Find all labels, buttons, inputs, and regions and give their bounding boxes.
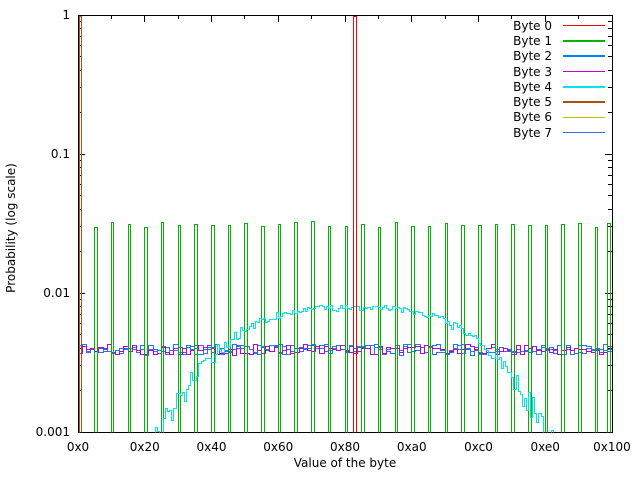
- legend-label: Byte 6: [513, 110, 552, 125]
- legend-line-sample: [563, 131, 605, 134]
- legend-entry: Byte 6: [513, 110, 605, 125]
- legend: Byte 0 Byte 1 Byte 2 Byte 3 Byte 4 Byte …: [513, 18, 605, 140]
- legend-label: Byte 1: [513, 33, 552, 48]
- x-tick-label: 0x20: [130, 440, 160, 454]
- x-tick-label: 0x0: [67, 440, 89, 454]
- x-tick-label: 0xe0: [531, 440, 560, 454]
- series-byte-4: [155, 305, 554, 433]
- legend-label: Byte 7: [513, 125, 552, 140]
- legend-label: Byte 2: [513, 49, 552, 64]
- series-byte-1: [94, 221, 611, 433]
- y-axis-title: Probability (log scale): [4, 163, 18, 293]
- legend-line-sample: [563, 40, 605, 42]
- legend-entry: Byte 5: [513, 94, 605, 109]
- series-byte-3: [78, 344, 612, 356]
- x-tick-label: 0xa0: [397, 440, 427, 454]
- legend-line-sample: [563, 116, 605, 119]
- x-tick-label: 0x40: [196, 440, 226, 454]
- legend-entry: Byte 0: [513, 18, 605, 33]
- legend-line-sample: [563, 70, 605, 73]
- series-byte-5: [79, 16, 82, 433]
- x-tick-label: 0x60: [263, 440, 293, 454]
- y-tick-label: 0.001: [36, 425, 70, 439]
- x-tick-label: 0xc0: [464, 440, 493, 454]
- legend-entry: Byte 2: [513, 49, 605, 64]
- y-tick-label: 0.01: [43, 286, 70, 300]
- y-tick-label: 1: [62, 8, 70, 22]
- legend-label: Byte 4: [513, 79, 552, 94]
- series-byte-0: [353, 16, 357, 433]
- y-tick-label: 0.1: [51, 147, 70, 161]
- legend-line-sample: [563, 55, 605, 57]
- legend-label: Byte 0: [513, 18, 552, 33]
- legend-entry: Byte 3: [513, 64, 605, 79]
- x-tick-label: 0x80: [330, 440, 360, 454]
- series-group: [78, 16, 612, 433]
- legend-line-sample: [563, 24, 605, 27]
- x-axis-title: Value of the byte: [293, 456, 397, 470]
- legend-line-sample: [563, 101, 605, 103]
- legend-label: Byte 5: [513, 95, 552, 110]
- legend-entry: Byte 7: [513, 125, 605, 140]
- x-tick-label: 0x100: [593, 440, 631, 454]
- legend-entry: Byte 1: [513, 33, 605, 48]
- legend-line-sample: [563, 86, 605, 88]
- legend-entry: Byte 4: [513, 79, 605, 94]
- legend-label: Byte 3: [513, 64, 552, 79]
